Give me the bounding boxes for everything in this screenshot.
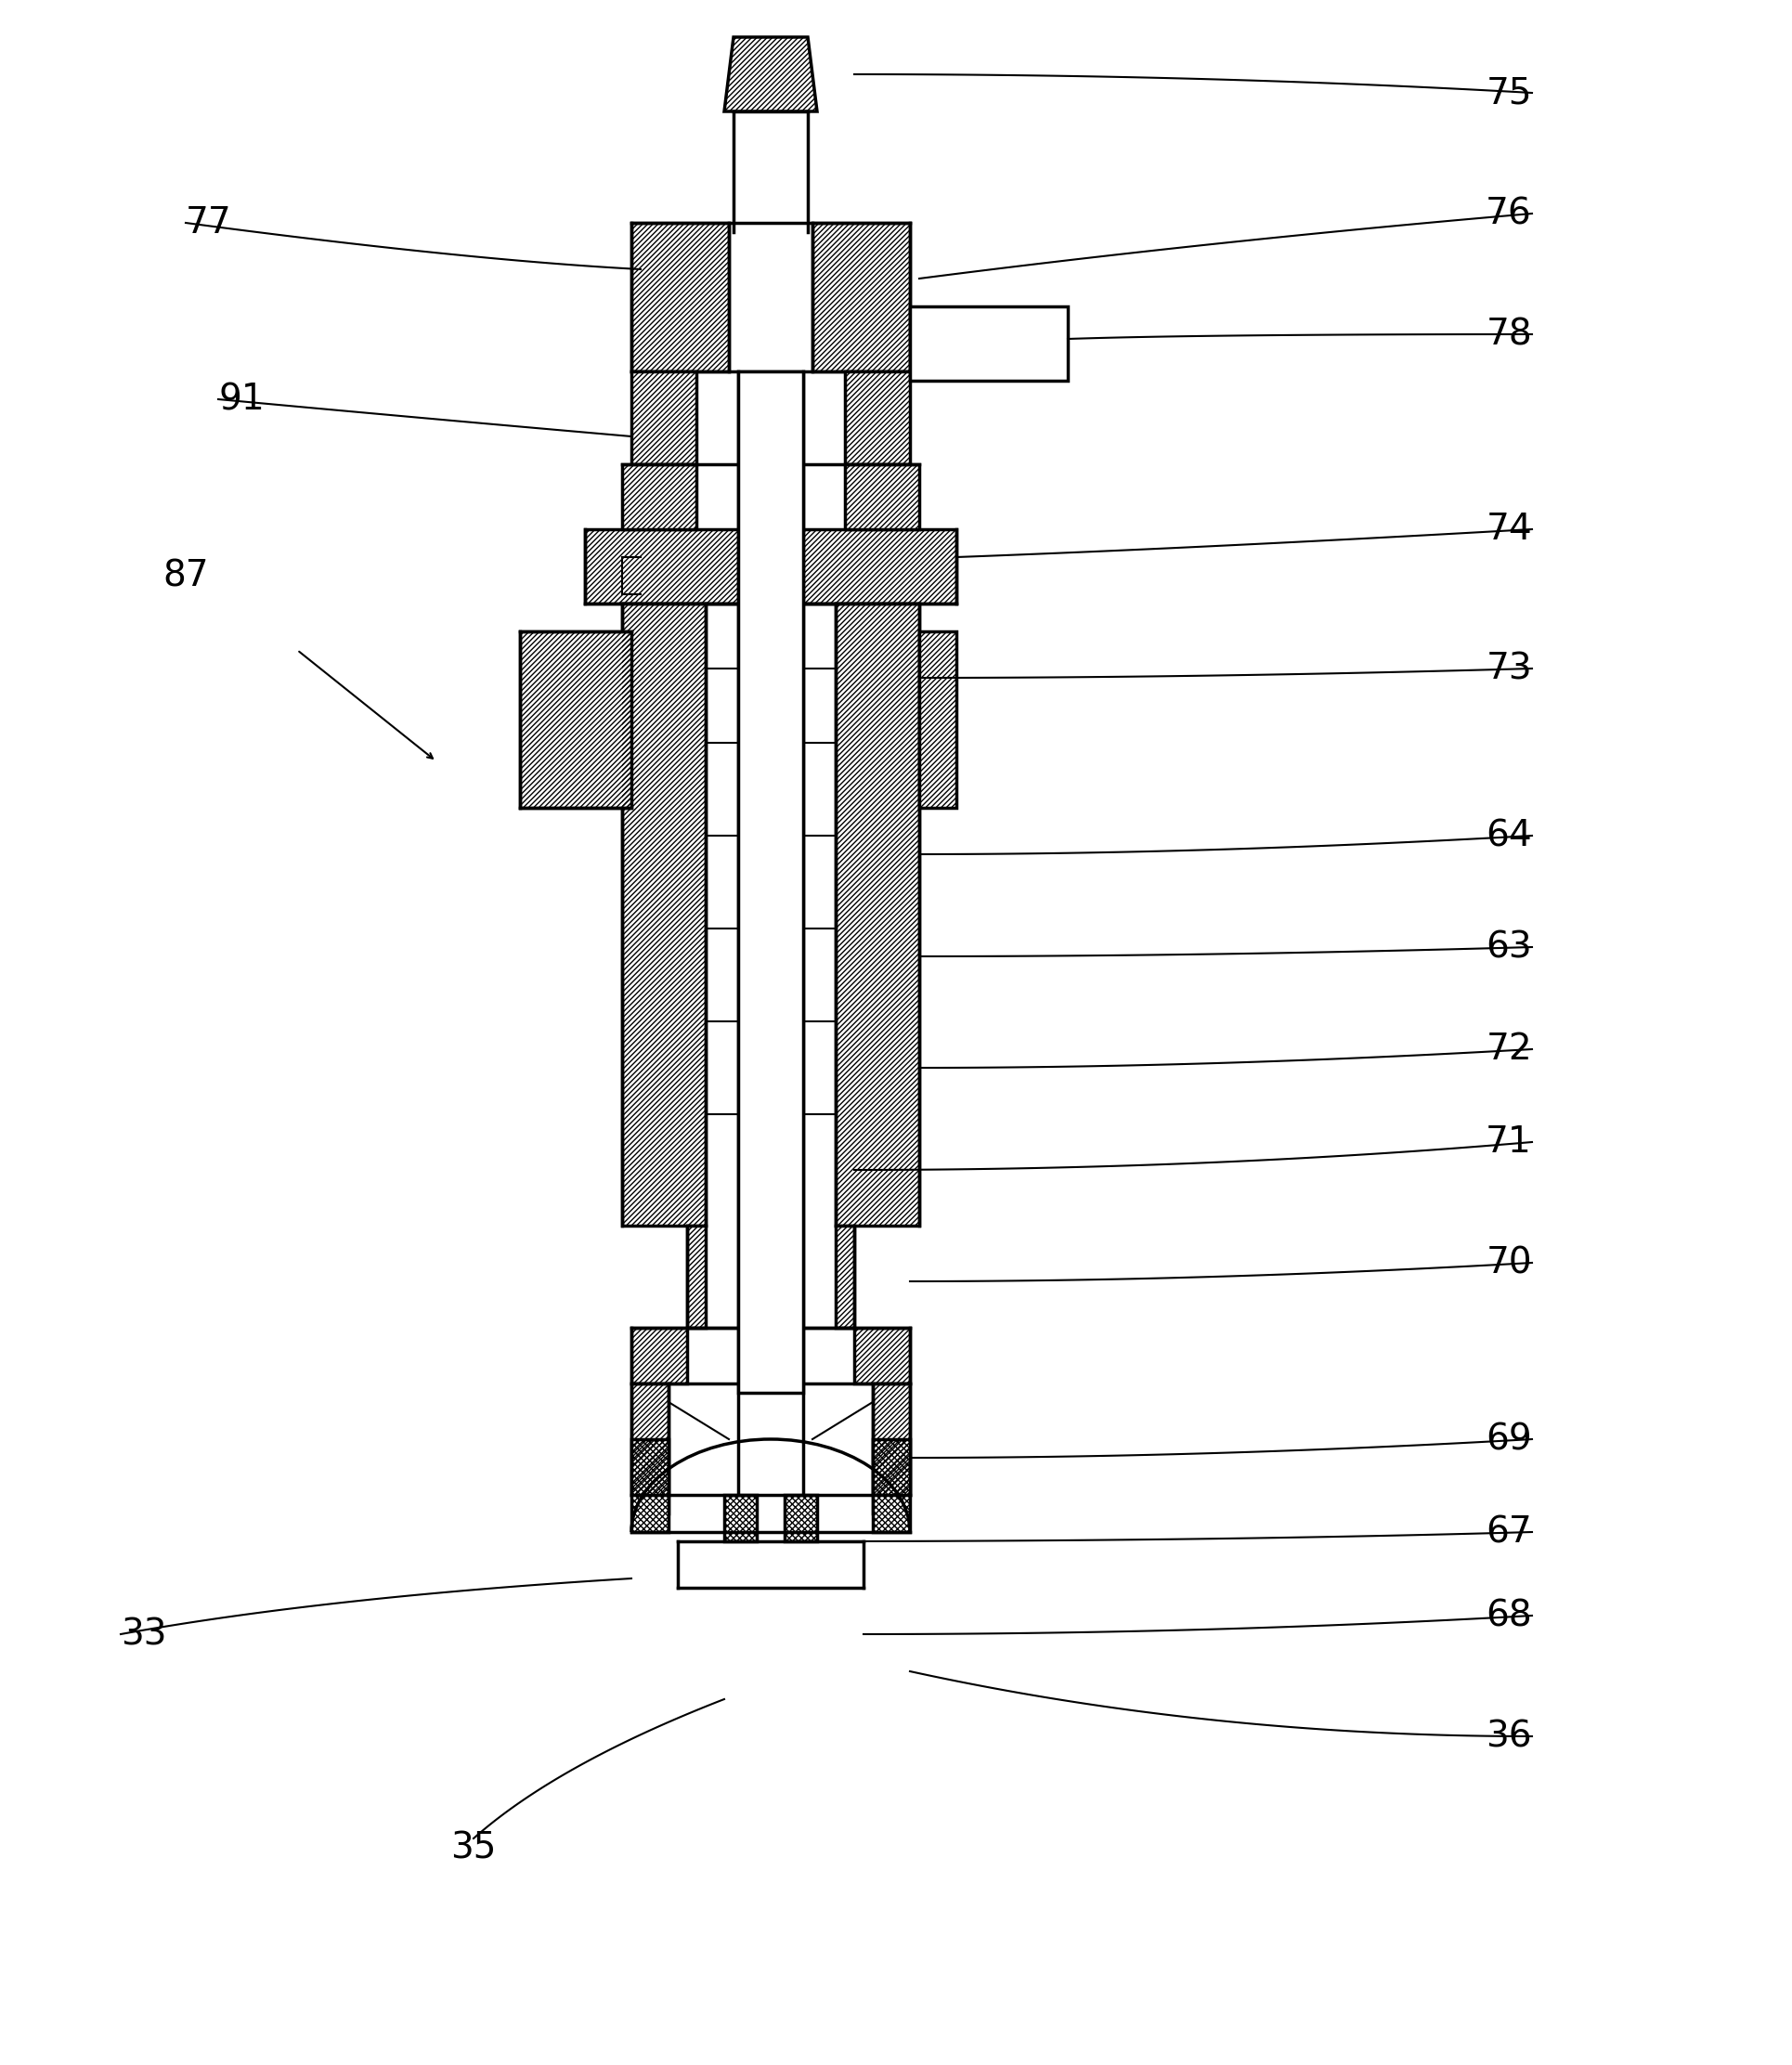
Polygon shape (724, 1495, 756, 1540)
Polygon shape (622, 603, 706, 1227)
Polygon shape (520, 632, 631, 807)
Polygon shape (631, 1439, 668, 1532)
Text: 68: 68 (1486, 1598, 1530, 1633)
Text: 69: 69 (1486, 1421, 1530, 1456)
Polygon shape (919, 632, 955, 807)
Text: 63: 63 (1486, 929, 1530, 964)
Polygon shape (812, 223, 910, 372)
Text: 73: 73 (1486, 650, 1530, 686)
Text: 64: 64 (1486, 818, 1530, 853)
Polygon shape (631, 223, 729, 372)
Polygon shape (844, 465, 919, 529)
Text: 76: 76 (1486, 196, 1530, 231)
Polygon shape (844, 372, 910, 465)
Polygon shape (631, 372, 695, 465)
Text: 36: 36 (1486, 1718, 1530, 1753)
Text: 71: 71 (1486, 1125, 1530, 1161)
Polygon shape (584, 529, 955, 603)
Text: 75: 75 (1486, 74, 1530, 112)
Text: 87: 87 (163, 558, 208, 593)
Bar (910, 306, 1068, 380)
Polygon shape (622, 465, 695, 529)
Text: 91: 91 (219, 382, 263, 417)
Text: 77: 77 (186, 204, 231, 240)
Bar (738, 372, 803, 1392)
Polygon shape (631, 1384, 668, 1495)
Text: 35: 35 (450, 1830, 496, 1865)
Polygon shape (853, 1328, 910, 1384)
Polygon shape (724, 37, 817, 112)
Text: 72: 72 (1486, 1032, 1530, 1068)
Polygon shape (873, 1384, 910, 1495)
Text: 67: 67 (1486, 1514, 1530, 1549)
Polygon shape (873, 1439, 910, 1532)
Polygon shape (686, 1227, 706, 1328)
Polygon shape (631, 1328, 686, 1384)
Text: 78: 78 (1486, 316, 1530, 351)
Polygon shape (835, 1227, 853, 1328)
Polygon shape (835, 603, 919, 1227)
Text: 70: 70 (1486, 1245, 1530, 1280)
Polygon shape (785, 1495, 817, 1540)
Text: 74: 74 (1486, 512, 1530, 547)
Text: 33: 33 (120, 1617, 167, 1652)
